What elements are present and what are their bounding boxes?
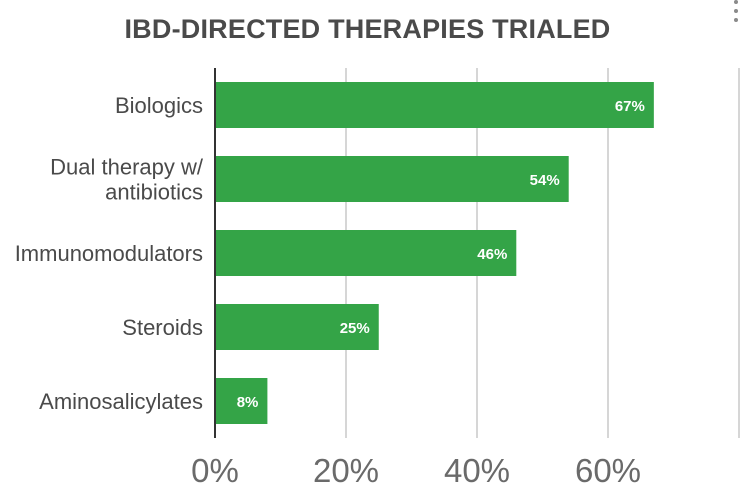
data-label: 67% — [615, 98, 645, 115]
category-labels: Biologics Dual therapy w/antibiotics Immun… — [15, 93, 204, 414]
category-label: Immunomodulators — [15, 241, 203, 266]
menu-dot — [734, 18, 738, 22]
bar — [215, 304, 379, 350]
x-tick-labels: 0% 20% 40% 60% — [191, 452, 641, 483]
data-label: 46% — [477, 246, 507, 263]
data-label: 8% — [237, 394, 259, 411]
bar — [215, 82, 654, 128]
category-label: Steroids — [122, 315, 203, 340]
chart-title: IBD-DIRECTED THERAPIES TRIALED — [124, 14, 611, 44]
category-label: Dual therapy w/antibiotics — [50, 155, 204, 205]
menu-dot — [734, 9, 738, 13]
x-tick-label: 60% — [575, 452, 641, 483]
data-label: 54% — [530, 172, 560, 189]
more-options-icon[interactable] — [731, 0, 741, 30]
x-tick-label: 20% — [313, 452, 379, 483]
x-tick-label: 0% — [191, 452, 239, 483]
x-tick-label: 40% — [444, 452, 510, 483]
category-label: Aminosalicylates — [39, 389, 203, 414]
bars-layer: 67% 54% 46% 25% 8% — [215, 82, 654, 424]
category-label: Biologics — [115, 93, 203, 118]
bar — [215, 156, 569, 202]
data-label: 25% — [340, 320, 370, 337]
bar — [215, 378, 268, 424]
bar — [215, 230, 517, 276]
menu-dot — [734, 0, 738, 4]
